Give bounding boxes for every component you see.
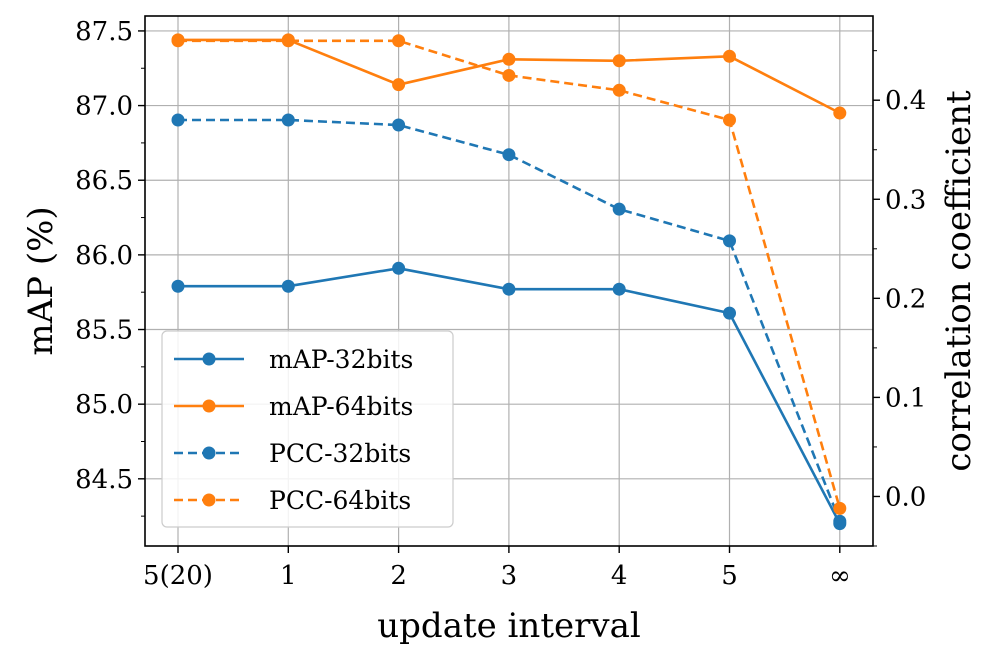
data-point-pcc-64bits: [502, 68, 516, 82]
data-point-map-64bits: [723, 49, 736, 63]
data-point-pcc-64bits: [723, 113, 736, 127]
data-point-map-32bits: [281, 279, 295, 293]
data-point-pcc-64bits: [171, 34, 185, 48]
legend-label: PCC-64bits: [269, 486, 411, 515]
y-left-tick-label: 87.0: [75, 92, 133, 122]
data-point-pcc-64bits: [833, 501, 847, 515]
x-tick-label: 1: [280, 561, 297, 591]
grid-lines: [145, 16, 873, 546]
x-tick-label: 3: [501, 561, 518, 591]
y-left-tick-label: 86.5: [75, 166, 133, 196]
legend-label: mAP-32bits: [269, 345, 413, 374]
y-left-tick-label: 84.5: [75, 465, 133, 495]
legend-marker-pcc-32bits: [202, 446, 216, 460]
x-axis-title: update interval: [377, 606, 640, 646]
data-point-map-32bits: [502, 282, 516, 296]
data-point-map-64bits: [833, 106, 847, 120]
data-point-map-32bits: [392, 261, 406, 275]
data-point-pcc-32bits: [281, 113, 295, 127]
y-left-tick-label: 87.5: [75, 17, 133, 47]
data-point-pcc-32bits: [833, 514, 847, 528]
data-point-map-32bits: [171, 279, 185, 293]
x-tick-label: 5(20): [143, 561, 213, 591]
legend-box: [161, 330, 454, 528]
y-right-tick-label: 0.0: [885, 482, 926, 512]
x-tick-label: ∞: [829, 561, 851, 591]
data-point-pcc-64bits: [281, 34, 295, 48]
y-right-tick-label: 0.4: [885, 86, 926, 116]
legend-label: PCC-32bits: [269, 439, 411, 468]
axis-ticks: 5(20) 1 2 3 4 5 ∞ 84.5 85.0 85.5 86.0 86.5 87.0 87.5 0…: [75, 17, 926, 591]
data-point-map-64bits: [612, 54, 626, 68]
data-point-pcc-32bits: [502, 148, 516, 162]
data-point-map-32bits: [612, 282, 626, 296]
x-tick-label: 5: [721, 561, 738, 591]
data-point-map-64bits: [502, 52, 516, 66]
y-axis-left-title: mAP (%): [21, 206, 61, 355]
legend-label: mAP-64bits: [269, 392, 413, 421]
x-tick-label: 4: [611, 561, 628, 591]
y-left-tick-label: 86.0: [75, 241, 133, 271]
y-axis-right-title: correlation coefficient: [939, 90, 979, 472]
x-tick-label: 2: [390, 561, 407, 591]
legend-marker-pcc-64bits: [202, 493, 216, 507]
y-right-tick-label: 0.3: [885, 185, 926, 215]
y-right-tick-label: 0.1: [885, 383, 926, 413]
data-point-pcc-64bits: [612, 83, 626, 97]
y-left-tick-label: 85.0: [75, 390, 133, 420]
legend-marker-map-32bits: [202, 352, 216, 366]
data-point-pcc-32bits: [171, 113, 185, 127]
data-point-pcc-64bits: [392, 34, 406, 48]
data-point-pcc-32bits: [612, 202, 626, 216]
data-point-pcc-32bits: [392, 118, 406, 132]
data-point-map-32bits: [723, 306, 736, 320]
legend: mAP-32bits mAP-64bits PCC-32bits PCC-64bits: [161, 330, 454, 528]
legend-marker-map-64bits: [202, 399, 216, 413]
series-layer: [171, 33, 847, 531]
y-left-tick-label: 85.5: [75, 316, 133, 346]
data-point-map-64bits: [392, 78, 406, 92]
y-right-tick-label: 0.2: [885, 284, 926, 314]
data-point-pcc-32bits: [723, 234, 736, 248]
